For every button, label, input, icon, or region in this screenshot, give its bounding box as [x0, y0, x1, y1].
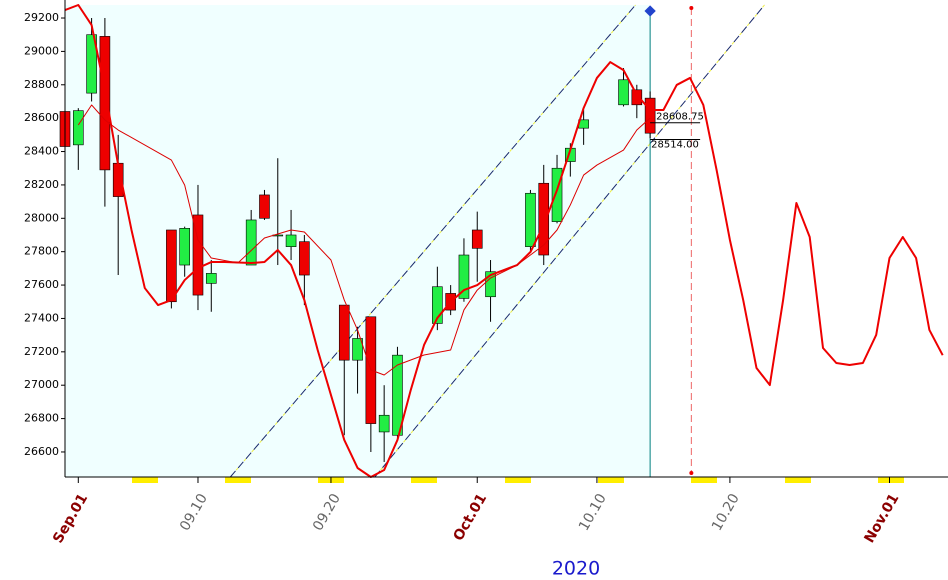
y-tick-label: 26600: [24, 445, 59, 458]
candle-body: [205, 273, 217, 284]
line-series: [64, 4, 944, 478]
weekend-marker: [505, 477, 531, 483]
y-tick-label: 27600: [24, 278, 59, 291]
candle-body: [631, 89, 643, 106]
candle-body: [245, 219, 257, 266]
channel-line: [374, 4, 765, 478]
candle-body: [192, 214, 204, 296]
forecast-marker: [689, 6, 694, 10]
candle-body: [99, 36, 111, 171]
y-tick-label: 26800: [24, 412, 59, 425]
candle-body: [392, 354, 403, 436]
candle-body: [86, 34, 97, 94]
price-label: 28608.75: [656, 112, 704, 123]
candle-body: [432, 286, 443, 324]
price-label: 28514.00: [651, 140, 699, 151]
candle-body: [471, 229, 483, 249]
candle-body: [338, 304, 350, 361]
line-series: [77, 104, 651, 376]
candle-body: [618, 79, 629, 106]
weekend-marker: [878, 477, 904, 483]
y-tick-label: 28000: [24, 211, 59, 224]
candle-body: [551, 167, 563, 222]
y-tick-label: 28400: [24, 145, 59, 158]
y-tick-label: 28600: [24, 111, 59, 124]
candle-body: [644, 97, 656, 134]
candle-body: [525, 192, 536, 247]
x-axis-title: 2020: [552, 558, 600, 580]
y-tick-label: 29000: [24, 44, 59, 57]
y-tick-label: 28800: [24, 78, 59, 91]
candle-body: [458, 254, 470, 299]
candle-body: [352, 338, 363, 361]
weekend-marker: [598, 477, 624, 483]
candle-body: [72, 110, 84, 146]
y-tick-label: 27000: [24, 378, 59, 391]
weekend-marker: [411, 477, 437, 483]
weekend-marker: [225, 477, 251, 483]
weekend-marker: [691, 477, 717, 483]
y-tick-label: 29200: [24, 11, 59, 24]
candle-body: [166, 229, 177, 303]
channel-line-dash: [229, 4, 636, 478]
candle-body: [485, 271, 496, 298]
channel-line: [229, 4, 636, 478]
weekend-marker: [785, 477, 811, 483]
candle-body: [179, 228, 190, 266]
candle-body: [259, 194, 270, 219]
y-tick-label: 28200: [24, 178, 59, 191]
candle-body: [285, 234, 297, 247]
y-tick-label: 27200: [24, 345, 59, 358]
forecast-marker: [689, 471, 694, 475]
candle-body: [378, 414, 390, 433]
history-background: [65, 5, 651, 477]
y-tick-label: 27400: [24, 311, 59, 324]
candle-body: [538, 182, 550, 256]
y-tick-label: 27800: [24, 245, 59, 258]
weekend-marker: [132, 477, 158, 483]
candle-body: [299, 241, 310, 276]
